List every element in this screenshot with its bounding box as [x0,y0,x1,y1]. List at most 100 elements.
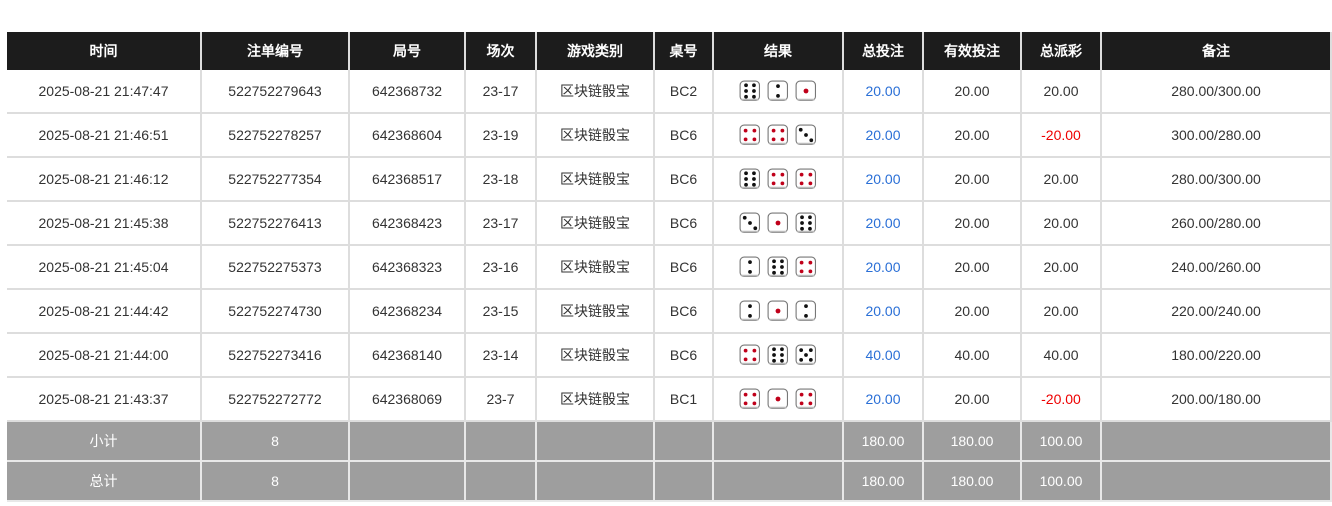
game-cell: 区块链骰宝 [536,289,655,334]
game-cell: 区块链骰宝 [536,333,655,378]
column-header: 结果 [713,32,844,70]
column-header: 总派彩 [1021,32,1102,70]
column-header: 备注 [1101,32,1332,70]
note-cell: 280.00/300.00 [1101,157,1332,202]
summary-count: 8 [201,461,350,502]
table-header: 时间 注单编号 局号 场次 游戏类别 桌号 结果 总投注 有效投注 总派彩 备注 [7,32,1332,70]
result-cell [713,377,844,422]
total-bet-link[interactable]: 20.00 [843,245,924,290]
die-4-icon [795,256,817,278]
round-cell: 642368323 [349,245,466,290]
valid-bet-cell: 40.00 [923,333,1022,378]
column-header: 总投注 [843,32,924,70]
session-cell: 23-19 [465,113,537,158]
column-header: 注单编号 [201,32,350,70]
summary-row: 小计 8 180.00 180.00 100.00 [7,421,1332,462]
session-cell: 23-18 [465,157,537,202]
table-cell: BC6 [654,201,714,246]
column-header: 桌号 [654,32,714,70]
total-bet-link[interactable]: 20.00 [843,289,924,334]
summary-label: 总计 [7,461,202,502]
die-4-icon [739,388,761,410]
table-row: 2025-08-21 21:47:47 522752279643 6423687… [7,70,1332,114]
total-bet-link[interactable]: 20.00 [843,157,924,202]
game-cell: 区块链骰宝 [536,113,655,158]
die-2-icon [739,300,761,322]
time-cell: 2025-08-21 21:43:37 [7,377,202,422]
die-1-icon [767,388,789,410]
round-cell: 642368517 [349,157,466,202]
round-cell: 642368234 [349,289,466,334]
game-cell: 区块链骰宝 [536,157,655,202]
time-cell: 2025-08-21 21:46:12 [7,157,202,202]
bet-id-cell: 522752278257 [201,113,350,158]
table-row: 2025-08-21 21:45:04 522752275373 6423683… [7,245,1332,290]
die-4-icon [795,168,817,190]
column-header: 游戏类别 [536,32,655,70]
note-cell: 280.00/300.00 [1101,70,1332,114]
bet-id-cell: 522752272772 [201,377,350,422]
summary-label: 小计 [7,421,202,462]
valid-bet-cell: 20.00 [923,245,1022,290]
die-4-icon [767,168,789,190]
summary-payout: 100.00 [1021,461,1102,502]
total-bet-link[interactable]: 20.00 [843,201,924,246]
summary-payout: 100.00 [1021,421,1102,462]
time-cell: 2025-08-21 21:46:51 [7,113,202,158]
valid-bet-cell: 20.00 [923,157,1022,202]
round-cell: 642368604 [349,113,466,158]
payout-cell: 20.00 [1021,70,1102,114]
die-1-icon [767,300,789,322]
session-cell: 23-16 [465,245,537,290]
bet-records-table: 时间 注单编号 局号 场次 游戏类别 桌号 结果 总投注 有效投注 总派彩 备注 2025-08-2… [7,32,1332,502]
table-row: 2025-08-21 21:46:51 522752278257 6423686… [7,113,1332,158]
die-6-icon [739,168,761,190]
die-2-icon [795,300,817,322]
bet-id-cell: 522752274730 [201,289,350,334]
result-cell [713,289,844,334]
game-cell: 区块链骰宝 [536,245,655,290]
payout-cell: 20.00 [1021,157,1102,202]
table-row: 2025-08-21 21:46:12 522752277354 6423685… [7,157,1332,202]
valid-bet-cell: 20.00 [923,70,1022,114]
result-cell [713,245,844,290]
total-bet-link[interactable]: 20.00 [843,113,924,158]
column-header: 有效投注 [923,32,1022,70]
die-3-icon [795,124,817,146]
summary-row: 总计 8 180.00 180.00 100.00 [7,461,1332,502]
session-cell: 23-17 [465,70,537,114]
table-cell: BC6 [654,333,714,378]
table-cell: BC6 [654,245,714,290]
time-cell: 2025-08-21 21:44:42 [7,289,202,334]
total-bet-link[interactable]: 20.00 [843,70,924,114]
session-cell: 23-14 [465,333,537,378]
round-cell: 642368732 [349,70,466,114]
die-1-icon [795,80,817,102]
payout-cell: 20.00 [1021,245,1102,290]
note-cell: 220.00/240.00 [1101,289,1332,334]
die-2-icon [767,80,789,102]
session-cell: 23-7 [465,377,537,422]
payout-cell: 20.00 [1021,289,1102,334]
time-cell: 2025-08-21 21:47:47 [7,70,202,114]
column-header: 局号 [349,32,466,70]
table-row: 2025-08-21 21:44:00 522752273416 6423681… [7,333,1332,378]
column-header: 时间 [7,32,202,70]
die-4-icon [739,344,761,366]
summary-count: 8 [201,421,350,462]
payout-cell: -20.00 [1021,113,1102,158]
table-row: 2025-08-21 21:43:37 522752272772 6423680… [7,377,1332,422]
session-cell: 23-17 [465,201,537,246]
summary-valid-bet: 180.00 [923,421,1022,462]
note-cell: 180.00/220.00 [1101,333,1332,378]
bet-id-cell: 522752279643 [201,70,350,114]
total-bet-link[interactable]: 40.00 [843,333,924,378]
die-2-icon [739,256,761,278]
table-cell: BC6 [654,157,714,202]
column-header: 场次 [465,32,537,70]
die-1-icon [767,212,789,234]
game-cell: 区块链骰宝 [536,70,655,114]
game-cell: 区块链骰宝 [536,201,655,246]
time-cell: 2025-08-21 21:45:38 [7,201,202,246]
total-bet-link[interactable]: 20.00 [843,377,924,422]
